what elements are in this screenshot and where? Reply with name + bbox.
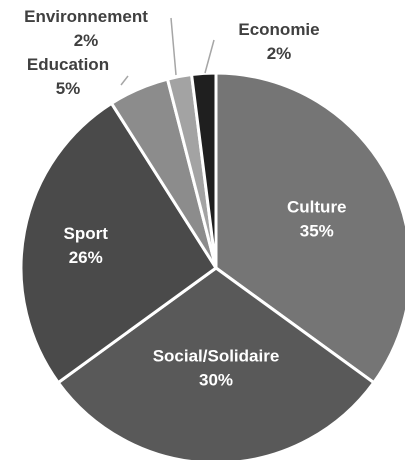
category-label-education: Education [27,55,109,74]
pie-slice-sport [19,101,219,385]
value-label-education: 5% [56,79,81,98]
pie-slice-culture [214,71,405,385]
category-label-economie: Economie [238,20,319,39]
value-label-sport: 26% [69,248,103,267]
value-label-culture: 35% [300,222,334,241]
pie-slice-economie [189,71,218,269]
category-label-culture: Culture [287,198,347,217]
value-label-environnement: 2% [74,31,99,50]
category-label-environnement: Environnement [24,7,148,26]
value-label-economie: 2% [267,44,292,63]
category-label-sport: Sport [64,224,109,243]
leader-line-education [120,75,129,86]
pie-slice-social-solidaire [56,266,376,460]
value-label-social-solidaire: 30% [199,371,233,390]
leader-line-economie [204,39,215,74]
leader-line-environnement [170,17,177,76]
category-label-social-solidaire: Social/Solidaire [153,347,280,366]
